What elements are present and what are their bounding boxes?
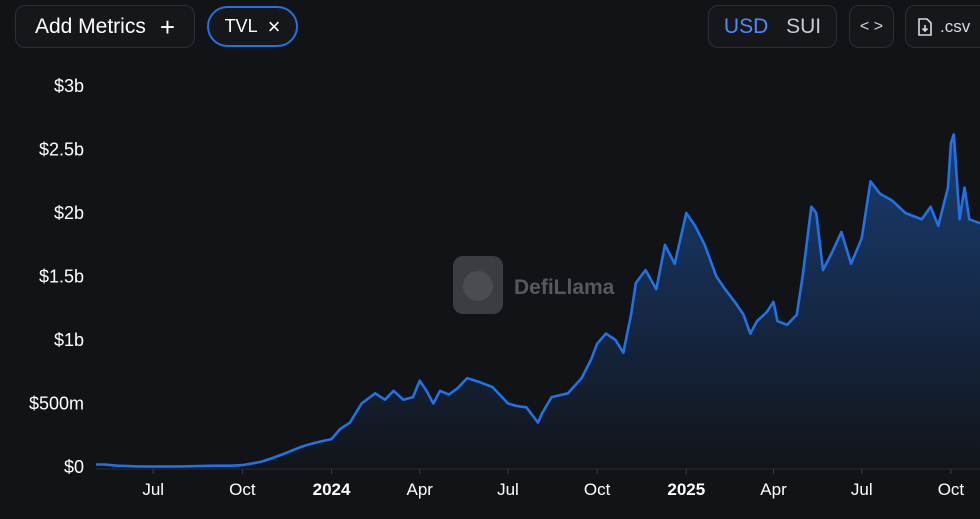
x-axis: Jul Oct 2024 Apr Jul Oct 2025 Apr Jul Oct [142, 469, 964, 499]
x-tick-label: Oct [584, 480, 611, 499]
csv-label: .csv [940, 16, 971, 36]
embed-button[interactable]: < > [849, 5, 894, 48]
x-tick-label: Jul [851, 480, 873, 499]
denomination-usd-option[interactable]: USD [723, 14, 769, 38]
x-tick-label: Oct [229, 480, 256, 499]
tvl-chart[interactable]: DefiLlama $0 $500m $1b $1.5b $2b $2.5b $3b Jul… [0, 58, 980, 519]
metric-chip-label: TVL [224, 16, 258, 36]
x-tick-label: 2024 [313, 480, 351, 499]
x-tick-label: 2025 [667, 480, 705, 499]
y-tick-label: $3b [54, 76, 84, 96]
y-tick-label: $0 [64, 457, 84, 477]
chart-toolbar: Add Metrics + TVL × USD SUI < > .csv [0, 0, 980, 58]
y-tick-label: $500m [29, 394, 84, 414]
denomination-toggle: USD SUI [708, 5, 837, 48]
tvl-area-fill [96, 134, 980, 468]
y-axis: $0 $500m $1b $1.5b $2b $2.5b $3b [29, 76, 84, 477]
csv-download-button[interactable]: .csv [905, 5, 980, 48]
metric-chip-tvl[interactable]: TVL × [207, 6, 298, 47]
denomination-sui-option[interactable]: SUI [786, 14, 822, 38]
y-tick-label: $2b [54, 203, 84, 223]
x-tick-label: Apr [760, 480, 787, 499]
add-metrics-button[interactable]: Add Metrics + [15, 5, 195, 48]
file-download-icon [918, 17, 932, 36]
y-tick-label: $1b [54, 330, 84, 350]
x-tick-label: Jul [142, 480, 164, 499]
plus-icon: + [159, 11, 176, 42]
x-tick-label: Apr [407, 480, 434, 499]
close-icon[interactable]: × [267, 13, 281, 39]
add-metrics-label: Add Metrics [34, 14, 146, 38]
defillama-watermark: DefiLlama [453, 256, 615, 314]
y-tick-label: $1.5b [39, 267, 84, 287]
y-tick-label: $2.5b [39, 140, 84, 160]
x-tick-label: Oct [938, 480, 965, 499]
tvl-line [96, 133, 980, 468]
x-tick-label: Jul [497, 480, 519, 499]
code-icon: < > [859, 17, 884, 35]
watermark-text: DefiLlama [514, 276, 615, 299]
